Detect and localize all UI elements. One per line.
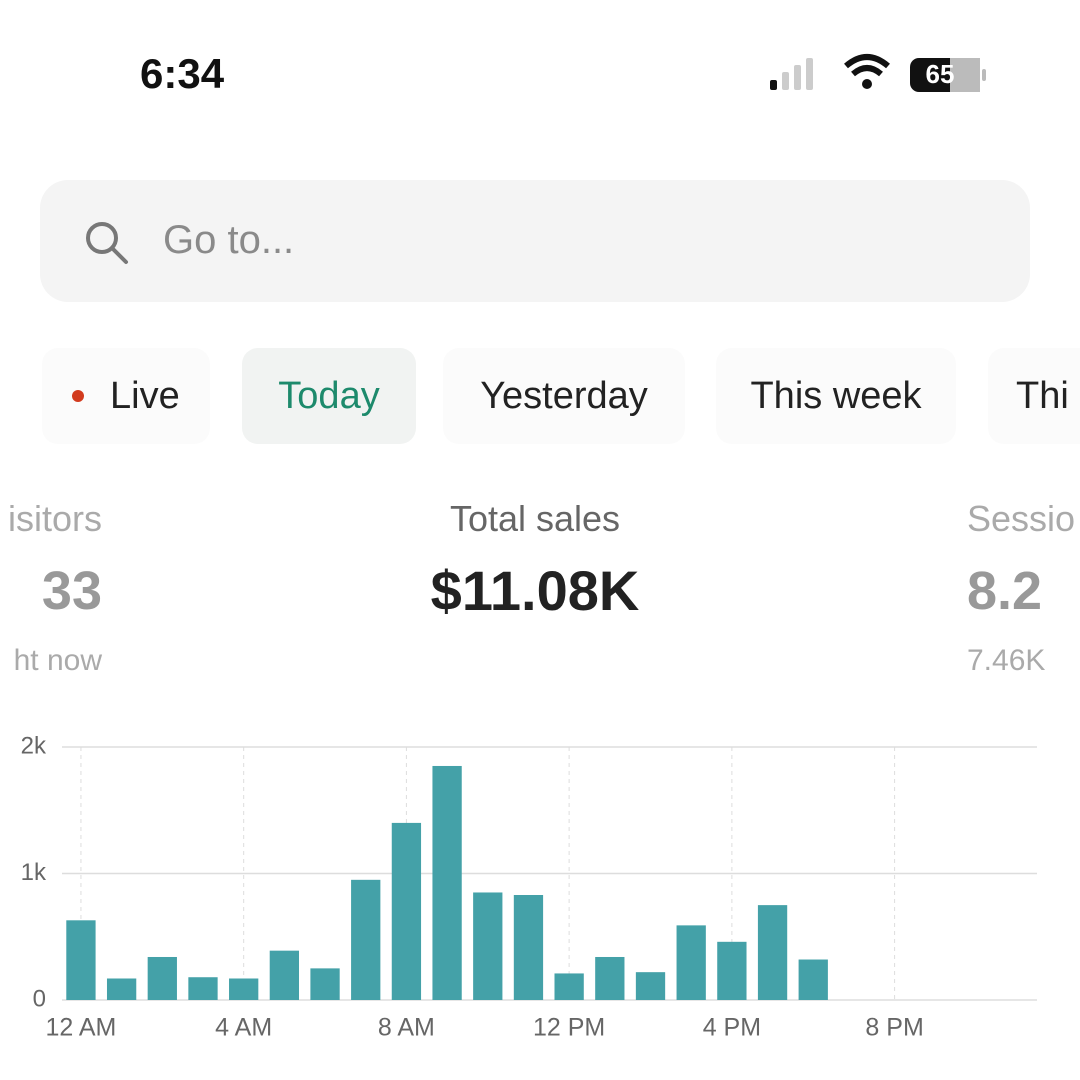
x-tick-label: 4 PM <box>703 1014 761 1042</box>
bar <box>717 941 747 1000</box>
tab-label: Thi <box>1016 375 1069 417</box>
bar <box>351 879 381 1000</box>
tab-yesterday[interactable]: Yesterday <box>443 348 685 444</box>
tab-this-month[interactable]: Thi <box>988 348 1080 444</box>
tab-live[interactable]: Live <box>42 348 210 444</box>
bar <box>798 959 828 1000</box>
bar <box>676 925 706 1000</box>
y-tick-label: 1k <box>21 859 47 886</box>
bar <box>229 978 259 1000</box>
search-placeholder: Go to... <box>163 218 295 262</box>
metric-value: 33 <box>41 561 102 621</box>
battery-level: 65 <box>926 59 955 89</box>
metric-note: ht now <box>13 644 102 677</box>
bar <box>269 950 300 1000</box>
status-icons: 65 <box>770 54 986 92</box>
x-tick-label: 12 PM <box>533 1014 605 1042</box>
metric-label: isitors <box>7 498 102 539</box>
tab-this-week[interactable]: This week <box>716 348 956 444</box>
bar <box>635 972 666 1000</box>
metric-label: Sessio <box>967 498 1076 539</box>
tab-label: Today <box>278 375 380 417</box>
metric-note: 7.46K <box>967 644 1046 677</box>
bar <box>310 968 340 1000</box>
x-tick-label: 12 AM <box>46 1014 117 1042</box>
bar <box>554 973 584 1000</box>
bar <box>147 956 177 1000</box>
status-time: 6:34 <box>140 50 225 97</box>
tab-label: Yesterday <box>480 375 648 417</box>
x-tick-label: 8 PM <box>865 1014 923 1042</box>
x-tick-label: 4 AM <box>215 1014 272 1042</box>
bar <box>473 892 503 1000</box>
bar <box>106 978 137 1000</box>
bar <box>188 977 218 1000</box>
bar <box>432 765 462 1000</box>
bar <box>391 822 422 1000</box>
y-tick-label: 2k <box>21 732 47 759</box>
search-icon <box>86 222 128 264</box>
metric-label: Total sales <box>449 498 621 539</box>
metric-value: 8.2 <box>967 561 1043 621</box>
tab-label: This week <box>750 375 922 417</box>
metric-value: $11.08K <box>430 559 640 622</box>
search-bar[interactable]: Go to... <box>40 180 1030 302</box>
bar <box>66 920 96 1000</box>
bar <box>757 905 788 1000</box>
tab-label: Live <box>110 375 180 417</box>
tab-today[interactable]: Today <box>242 348 416 444</box>
x-tick-label: 8 AM <box>378 1014 435 1042</box>
live-dot <box>72 390 84 402</box>
bar <box>595 956 625 1000</box>
bar <box>513 895 544 1000</box>
y-tick-label: 0 <box>33 985 46 1012</box>
